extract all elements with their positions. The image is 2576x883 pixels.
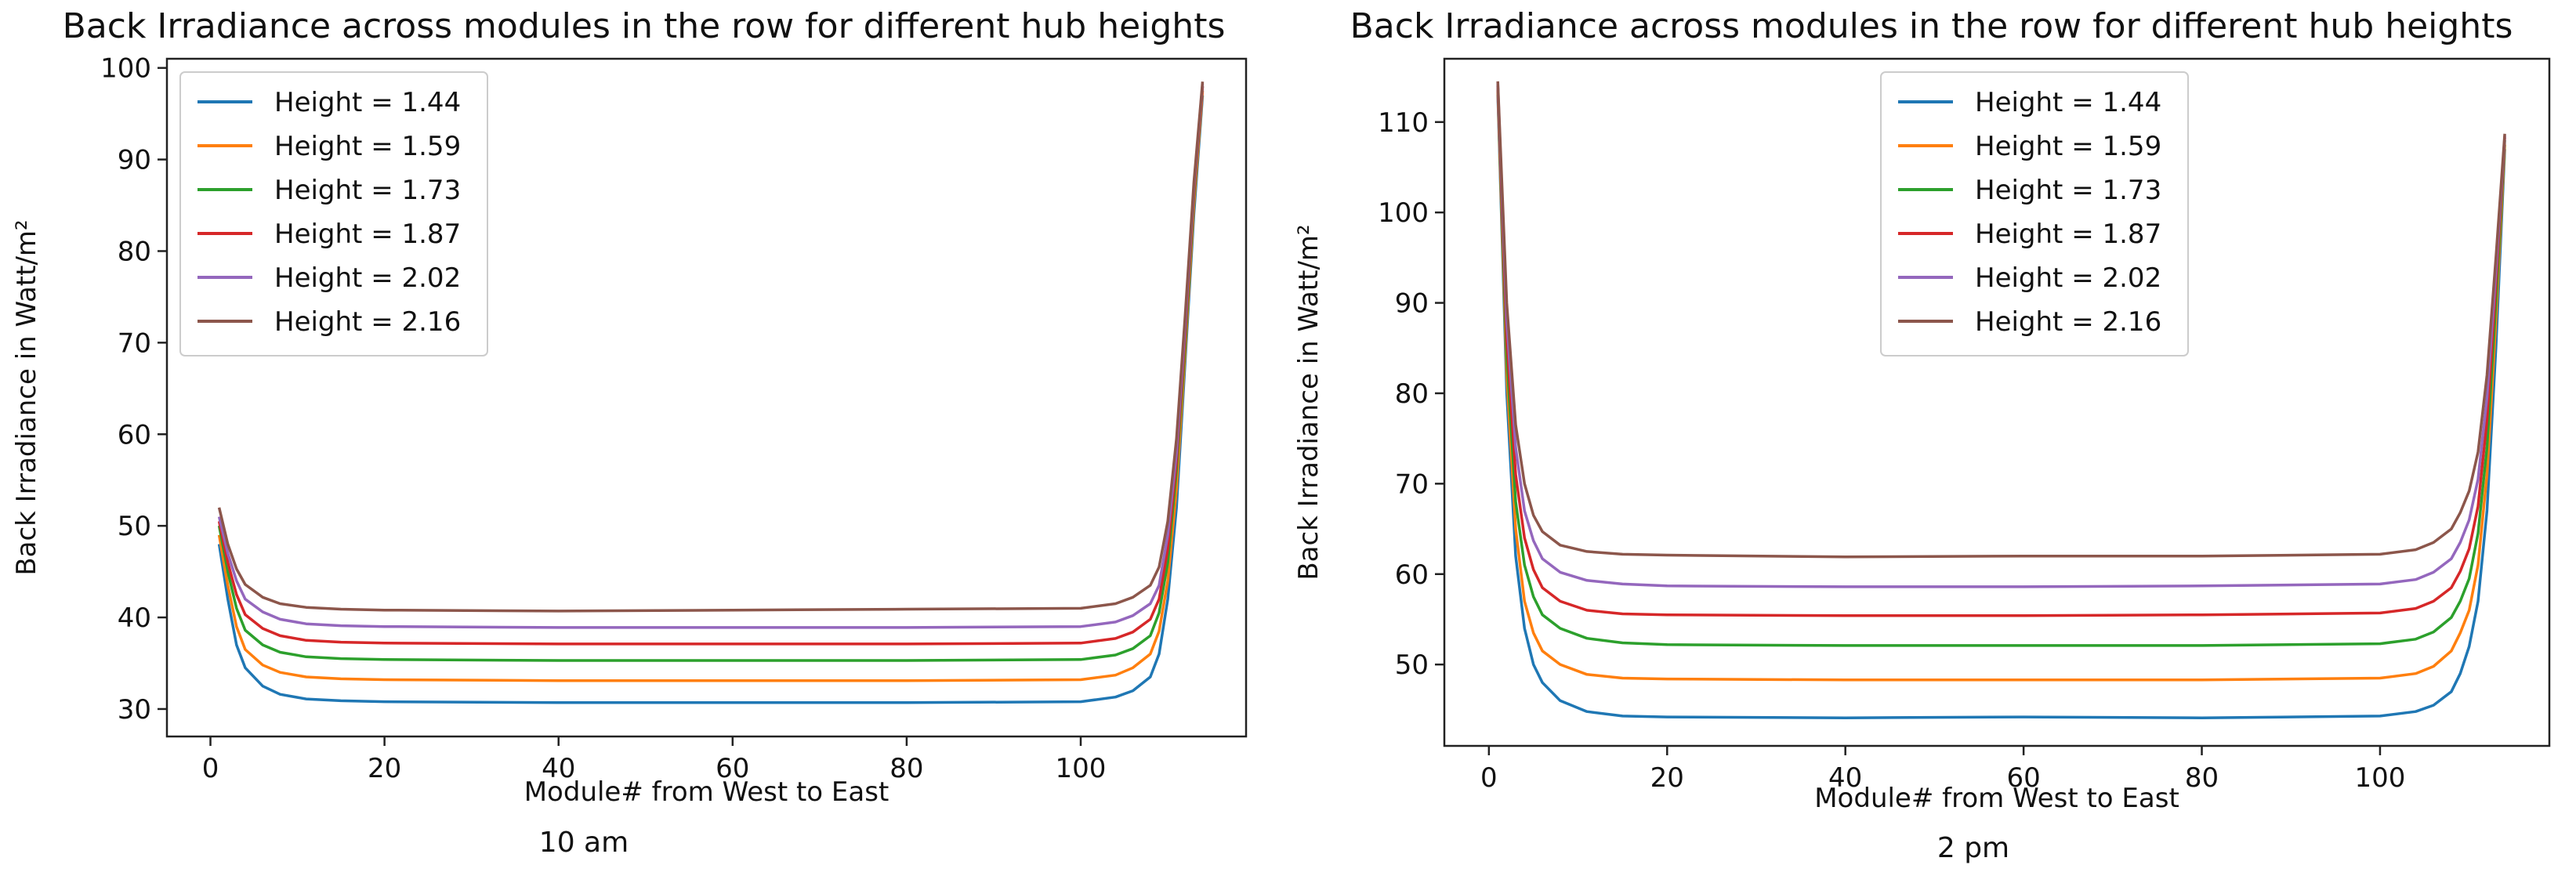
legend-entry: Height = 1.87 (1975, 219, 2161, 250)
x-tick-label: 20 (1650, 762, 1684, 794)
series-line-6 (217, 81, 1205, 613)
series-line-5 (1496, 83, 2506, 588)
legend-entry: Height = 1.44 (274, 87, 461, 118)
y-axis-label: Back Irradiance in Watt/m² (1293, 224, 1324, 580)
series-line-4 (1496, 85, 2506, 617)
legend-entry: Height = 1.44 (1975, 87, 2161, 118)
y-tick-label: 110 (1378, 107, 1429, 139)
chart-panel-10am: Back Irradiance across modules in the ro… (11, 6, 1248, 859)
series-line-2 (1496, 90, 2506, 682)
x-tick-label: 80 (889, 753, 923, 784)
y-tick-label: 60 (1395, 559, 1429, 591)
chart-title: Back Irradiance across modules in the ro… (1350, 6, 2513, 46)
legend-entry: Height = 2.16 (1975, 306, 2161, 338)
series-line-5 (217, 83, 1205, 629)
y-tick-label: 90 (1395, 288, 1429, 320)
series-line-2 (217, 90, 1205, 682)
y-tick-label: 70 (1395, 469, 1429, 500)
series-line-3 (1496, 85, 2506, 647)
line-chart-2pm: 0 20 40 60 80 100 50 60 70 80 90 100 110 Module# from… (1293, 57, 2551, 814)
legend-entry: Height = 1.73 (1975, 175, 2161, 206)
x-tick-label: 0 (202, 753, 219, 784)
y-tick-label: 80 (118, 236, 151, 267)
x-tick-label: 60 (716, 753, 749, 784)
x-tick-label: 100 (1056, 753, 1107, 784)
chart-panel-2pm: Back Irradiance across modules in the ro… (1288, 0, 2575, 883)
y-tick-label: 90 (118, 145, 151, 176)
x-axis-label: Module# from West to East (1814, 783, 2179, 814)
legend-entry: Height = 2.02 (274, 262, 461, 294)
x-tick-label: 60 (2006, 762, 2040, 794)
x-tick-label: 80 (2185, 762, 2219, 794)
x-tick-label: 20 (368, 753, 401, 784)
series-line-1 (1496, 95, 2506, 719)
legend-entry: Height = 1.73 (274, 175, 461, 206)
chart-caption: 2 pm (1937, 832, 2010, 864)
legend-entry: Height = 2.02 (1975, 262, 2161, 294)
series-line-6 (1496, 81, 2506, 559)
plot-frame (1443, 57, 2551, 747)
chart-caption: 10 am (538, 827, 629, 859)
x-tick-label: 40 (542, 753, 575, 784)
series-line-1 (217, 95, 1205, 704)
y-axis-label: Back Irradiance in Watt/m² (11, 219, 42, 575)
y-tick-label: 100 (100, 53, 151, 85)
x-tick-label: 0 (1480, 762, 1498, 794)
chart-title: Back Irradiance across modules in the ro… (62, 6, 1226, 46)
y-tick-label: 30 (118, 694, 151, 726)
x-axis-label: Module# from West to East (524, 776, 889, 808)
x-tick-label: 40 (1828, 762, 1862, 794)
legend-entry: Height = 1.87 (274, 219, 461, 250)
y-tick-label: 80 (1395, 378, 1429, 410)
y-tick-label: 50 (118, 511, 151, 542)
legend-entry: Height = 1.59 (1975, 131, 2161, 162)
line-chart-10am: 0 20 40 60 80 100 30 40 50 60 70 80 90 100 Module# fro… (11, 53, 1248, 808)
x-tick-label: 100 (2354, 762, 2405, 794)
plot-frame (165, 57, 1248, 738)
legend (179, 71, 488, 356)
y-tick-label: 50 (1395, 650, 1429, 681)
y-tick-label: 70 (118, 328, 151, 359)
y-tick-label: 40 (118, 603, 151, 634)
y-tick-label: 100 (1378, 197, 1429, 229)
legend-entry: Height = 1.59 (274, 131, 461, 162)
legend-entry: Height = 2.16 (274, 306, 461, 338)
legend (1880, 71, 2189, 356)
y-tick-label: 60 (118, 419, 151, 451)
